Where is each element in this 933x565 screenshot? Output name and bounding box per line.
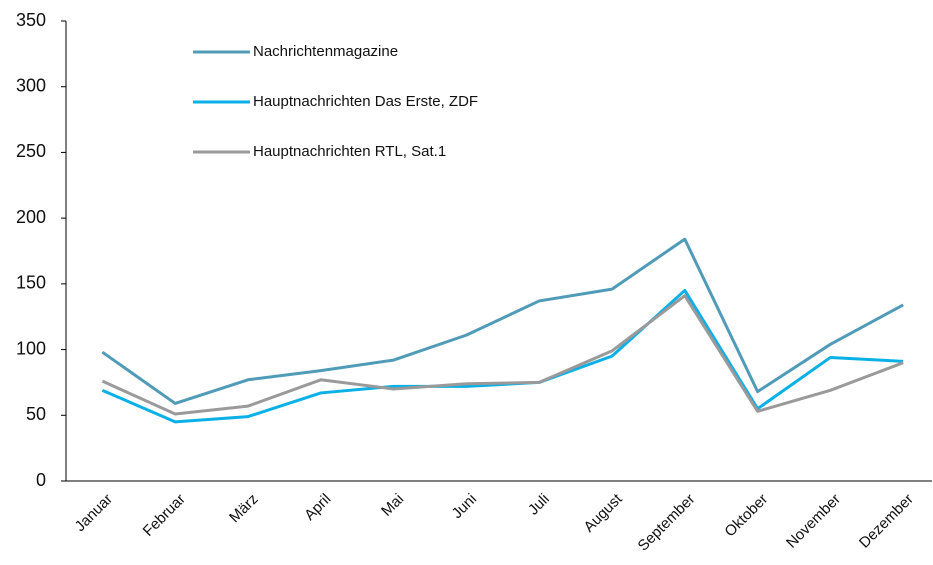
x-tick-label: Januar — [72, 491, 116, 535]
y-tick-label: 100 — [16, 338, 46, 358]
y-tick-label: 50 — [26, 404, 46, 424]
y-tick-label: 150 — [16, 273, 46, 293]
x-tick-label: Februar — [140, 491, 189, 540]
line-series — [101, 294, 904, 416]
x-tick-label: Mai — [378, 491, 407, 520]
y-tick-label: 300 — [16, 75, 46, 95]
x-tick-label: November — [783, 491, 844, 552]
y-tick-label: 250 — [16, 141, 46, 161]
x-tick-label: August — [581, 490, 627, 536]
legend-label: Hauptnachrichten Das Erste, ZDF — [253, 93, 478, 110]
legend-label: Nachrichtenmagazine — [253, 43, 398, 60]
y-tick-label: 200 — [16, 207, 46, 227]
line-series — [101, 288, 904, 424]
line-series — [101, 237, 904, 405]
legend-label: Hauptnachrichten RTL, Sat.1 — [253, 143, 446, 160]
x-tick-label: März — [226, 491, 262, 527]
y-tick-label: 350 — [16, 10, 46, 30]
x-tick-label: Juli — [525, 491, 553, 519]
y-tick-label: 0 — [36, 470, 46, 490]
x-tick-label: September — [635, 491, 699, 555]
x-tick-label: April — [301, 491, 334, 524]
x-tick-label: Dezember — [856, 491, 917, 552]
x-tick-label: Juni — [449, 491, 480, 522]
x-tick-label: Oktober — [721, 491, 771, 541]
